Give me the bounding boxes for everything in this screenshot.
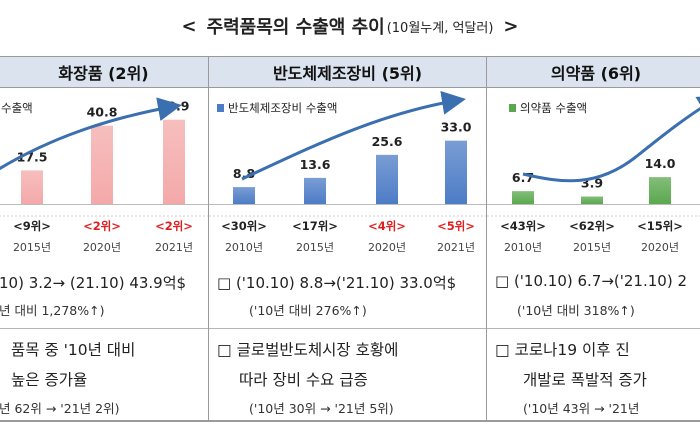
chart-pharmaceuticals: 의약품 수출액6.7<43위>2010년3.9<62위>2015년14.0<15… (487, 94, 700, 254)
desc-line5: ('10년 43위 → '21년 (523, 401, 640, 416)
title-open-bracket: < (181, 15, 197, 37)
trend-arrow (241, 91, 466, 181)
bar (163, 119, 185, 204)
desc-line5: ('10년 30위 → '21년 5위) (249, 401, 394, 416)
desc-line1: 10) 3.2→ (21.10) 43.9억$ (0, 274, 187, 292)
bar (304, 177, 326, 204)
rank-label: <2위> (155, 219, 193, 233)
data-label: 40.8 (87, 105, 118, 120)
tick-label: 2010년 (225, 241, 263, 254)
bar (445, 140, 467, 204)
desc-line3: □ 글로벌반도체시장 호황에 (217, 341, 399, 359)
desc-line4: 개발로 폭발적 증가 (523, 371, 647, 389)
legend-swatch (217, 104, 224, 112)
rank-label: <30위> (221, 219, 267, 233)
desc-line2: 년 대비 1,278%↑) (0, 303, 105, 318)
tick-label: 2021년 (155, 241, 193, 254)
rank-label: <5위> (437, 219, 475, 233)
panel-header-text: 반도체제조장비 (5위) (272, 64, 423, 83)
tick-label: 2021년 (437, 241, 475, 254)
panel-header-cosmetics: 화장품 (2위) (0, 57, 208, 88)
rank-label: <62위> (569, 219, 615, 233)
chart-cosmetics: 수출액17.5<9위>2015년40.8<2위>2020년43.9<2위>202… (0, 97, 208, 254)
data-label: 6.7 (512, 170, 534, 185)
bar (21, 170, 43, 204)
tick-label: 2010년 (504, 241, 542, 254)
desc-line3: □ 코로나19 이후 진 (495, 341, 630, 359)
bar (512, 191, 534, 204)
data-label: 25.6 (372, 134, 403, 149)
bar (233, 187, 255, 204)
data-label: 14.0 (645, 156, 676, 171)
title-close-bracket: > (503, 15, 519, 37)
panel-pharmaceuticals: 의약품 (6위) 의약품 수출액 6.7 <43위> 2010년 3.9 <62위> 201… (486, 56, 700, 421)
panel-semiconductor-equipment: 반도체제조장비 (5위) 반도체제조장비 수출액 8.8 <30위> 2010년 13.… (208, 56, 487, 421)
desc-line5: 년 62위 → '21년 2위) (0, 401, 120, 416)
tick-label: 2020년 (83, 241, 121, 254)
trend-arrow (0, 97, 182, 171)
chart-semiconductor: 반도체제조장비 수출액 8.8 <30위> 2010년 13.6 <17위> 2015년 25… (209, 91, 486, 254)
tick-label: 2020년 (368, 241, 406, 254)
tick-label: 2015년 (13, 241, 51, 254)
tick-label: 2015년 (573, 241, 611, 254)
page-title: < 주력품목의 수출액 추이 (10월누계, 억달러) > (0, 0, 700, 52)
panel-header-text: 화장품 (2위) (58, 64, 149, 83)
legend-label: 의약품 수출액 (520, 101, 587, 115)
rank-label: <9위> (13, 219, 51, 233)
data-label: 8.8 (233, 166, 255, 181)
desc-line2: ('10년 대비 318%↑) (517, 303, 635, 318)
bar (581, 196, 603, 204)
legend-label: 수출액 (1, 101, 33, 115)
desc-separator (487, 328, 700, 329)
bottom-border (0, 421, 700, 422)
data-label: 13.6 (300, 157, 331, 172)
desc-separator (0, 328, 208, 329)
desc-line4: 높은 증가율 (11, 371, 88, 389)
legend-swatch (509, 104, 516, 112)
data-label: 33.0 (441, 120, 472, 135)
rank-label: <15위> (637, 219, 683, 233)
bar (376, 154, 398, 204)
tick-label: 2020년 (641, 241, 679, 254)
rank-label: <17위> (292, 219, 338, 233)
panel-header-pharma: 의약품 (6위) (487, 57, 700, 88)
desc-line4: 따라 장비 수요 급증 (239, 371, 368, 389)
desc-line1: □ ('10.10) 8.8→('21.10) 33.0억$ (217, 274, 457, 292)
title-sub: (10월누계, 억달러) (386, 20, 494, 36)
panel-header-text: 의약품 (6위) (550, 64, 642, 83)
desc-line2: ('10년 대비 276%↑) (249, 303, 367, 318)
title-main: 주력품목의 수출액 추이 (206, 17, 385, 38)
bar (91, 125, 113, 204)
rank-label: <43위> (500, 219, 546, 233)
legend-label: 반도체제조장비 수출액 (228, 101, 337, 115)
panel-cosmetics: 화장품 (2위) 수출액 17.5 <9위> 2015년 40.8 <2위> 2020년 43… (0, 56, 209, 421)
rank-label: <2위> (83, 219, 121, 233)
desc-line3: 품목 중 '10년 대비 (11, 341, 136, 359)
desc-separator (209, 328, 486, 329)
rank-label: <4위> (368, 219, 406, 233)
panel-header-semiconductor: 반도체제조장비 (5위) (209, 57, 486, 88)
tick-label: 2015년 (296, 241, 334, 254)
data-label: 17.5 (17, 149, 48, 164)
trend-arrow (522, 94, 700, 183)
desc-line1: □ ('10.10) 6.7→('21.10) 2 (495, 272, 687, 290)
bar (649, 177, 671, 204)
